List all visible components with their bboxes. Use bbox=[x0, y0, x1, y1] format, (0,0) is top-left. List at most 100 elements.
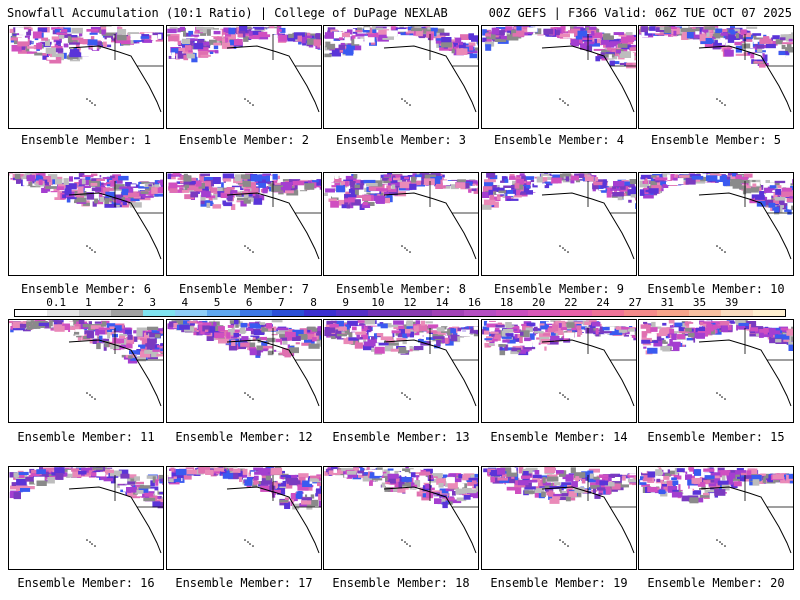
snow-cell bbox=[9, 320, 13, 324]
snow-cell bbox=[206, 202, 211, 208]
snow-cell bbox=[774, 185, 782, 189]
snow-cell bbox=[700, 176, 710, 182]
snow-cell bbox=[277, 488, 286, 495]
snow-cell bbox=[344, 29, 353, 35]
snow-cell bbox=[331, 50, 341, 57]
snow-cell bbox=[792, 179, 793, 185]
snow-cell bbox=[580, 28, 586, 31]
snow-cell bbox=[237, 33, 243, 38]
snow-cell bbox=[220, 471, 226, 475]
ensemble-member-label: Ensemble Member: 8 bbox=[335, 282, 467, 296]
snow-cell bbox=[646, 328, 652, 334]
snow-cell bbox=[622, 48, 628, 54]
snow-cell bbox=[671, 341, 681, 347]
snow-cell bbox=[386, 194, 393, 198]
snow-cell bbox=[738, 322, 749, 326]
snow-cell bbox=[74, 177, 80, 180]
snow-cell bbox=[395, 27, 407, 31]
snow-cell bbox=[695, 31, 700, 35]
snow-cell bbox=[98, 327, 108, 331]
snow-cell bbox=[451, 499, 462, 504]
snow-cell bbox=[290, 493, 302, 499]
snow-cell bbox=[730, 179, 741, 185]
snow-cell bbox=[421, 478, 433, 484]
snow-cell bbox=[487, 344, 492, 347]
island bbox=[721, 396, 723, 398]
snow-cell bbox=[280, 187, 291, 191]
snow-cell bbox=[468, 477, 478, 481]
snow-cell bbox=[425, 321, 433, 324]
snow-cell bbox=[312, 337, 317, 342]
snow-cell bbox=[754, 43, 758, 47]
snow-cell bbox=[264, 326, 277, 331]
snow-cell bbox=[658, 330, 664, 336]
snow-cell bbox=[324, 192, 328, 196]
island bbox=[567, 104, 569, 106]
snow-cell bbox=[140, 191, 149, 194]
snow-cell bbox=[160, 343, 163, 346]
snow-cell bbox=[213, 322, 217, 327]
snow-cell bbox=[543, 28, 554, 35]
snow-cell bbox=[148, 184, 152, 187]
snow-cell bbox=[436, 340, 441, 347]
snow-cell bbox=[290, 493, 296, 500]
snow-cell bbox=[184, 194, 195, 200]
snow-cell bbox=[9, 173, 13, 179]
snow-cell bbox=[13, 492, 21, 500]
snow-cell bbox=[441, 42, 453, 48]
snow-cell bbox=[267, 485, 276, 492]
island bbox=[716, 392, 718, 394]
political-border bbox=[587, 328, 636, 361]
snow-cell bbox=[331, 196, 339, 201]
snow-cell bbox=[200, 54, 211, 57]
snow-cell bbox=[183, 173, 188, 177]
snow-cell bbox=[372, 326, 381, 333]
snow-cell bbox=[154, 180, 160, 185]
snow-cell bbox=[118, 469, 129, 476]
snow-cell bbox=[411, 28, 423, 32]
snow-cell bbox=[307, 38, 317, 45]
snow-cell bbox=[485, 34, 492, 42]
snow-cell bbox=[595, 327, 599, 335]
island bbox=[406, 102, 408, 104]
snow-cell bbox=[503, 329, 514, 333]
snow-cell bbox=[444, 337, 449, 344]
snow-cell bbox=[456, 48, 468, 55]
snow-cell bbox=[252, 337, 256, 342]
snow-cell bbox=[144, 350, 153, 354]
snow-cell bbox=[113, 189, 122, 193]
snow-cell bbox=[160, 478, 163, 482]
snow-cell bbox=[144, 186, 157, 192]
snow-cell bbox=[378, 33, 388, 38]
snow-cell bbox=[345, 324, 350, 330]
snow-cell bbox=[550, 335, 560, 341]
snow-cell bbox=[231, 329, 243, 333]
snow-cell bbox=[624, 328, 635, 332]
island bbox=[719, 394, 721, 396]
snow-cell bbox=[189, 177, 197, 181]
ensemble-member-label: Ensemble Member: 5 bbox=[650, 133, 782, 147]
snow-cell bbox=[577, 330, 583, 335]
snow-cell bbox=[435, 182, 443, 189]
snow-cell bbox=[212, 182, 222, 187]
snow-cell bbox=[55, 178, 63, 185]
snow-cell bbox=[780, 203, 789, 210]
snow-cell bbox=[347, 320, 358, 328]
snow-cell bbox=[558, 323, 562, 328]
snow-cell bbox=[399, 481, 405, 485]
snow-cell bbox=[540, 345, 545, 353]
political-border bbox=[272, 328, 321, 361]
snow-cell bbox=[105, 182, 110, 185]
snow-cell bbox=[534, 331, 544, 334]
snow-cell bbox=[768, 199, 780, 204]
snow-cell bbox=[383, 174, 390, 178]
snow-cell bbox=[469, 330, 478, 334]
snow-cell bbox=[371, 336, 375, 340]
snow-cell bbox=[109, 198, 117, 202]
snow-cell bbox=[738, 323, 746, 330]
snow-cell bbox=[655, 30, 667, 32]
snow-cell bbox=[780, 37, 786, 41]
snow-cell bbox=[10, 485, 21, 490]
snow-cell bbox=[334, 173, 339, 179]
snow-cell bbox=[88, 321, 92, 326]
